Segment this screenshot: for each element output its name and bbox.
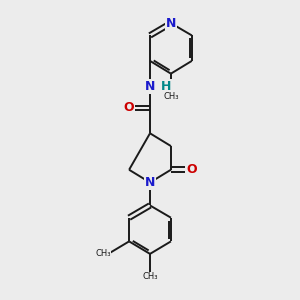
- Text: O: O: [124, 101, 134, 114]
- Text: O: O: [187, 163, 197, 176]
- Text: H: H: [160, 80, 171, 93]
- Text: N: N: [145, 176, 155, 189]
- Text: N: N: [145, 80, 155, 93]
- Text: CH₃: CH₃: [95, 249, 111, 258]
- Text: CH₃: CH₃: [142, 272, 158, 281]
- Text: CH₃: CH₃: [163, 92, 179, 101]
- Text: N: N: [166, 17, 176, 30]
